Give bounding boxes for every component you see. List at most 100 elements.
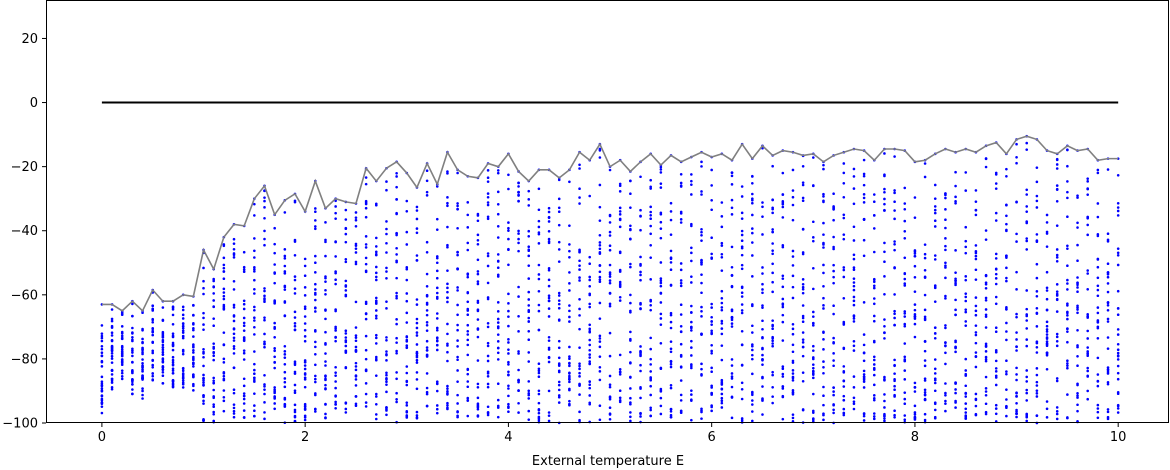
scatter-point bbox=[446, 406, 449, 410]
scatter-point bbox=[1066, 247, 1069, 250]
scatter-point bbox=[232, 256, 236, 259]
scatter-point bbox=[364, 401, 368, 404]
scatter-point bbox=[446, 245, 449, 249]
scatter-point bbox=[456, 286, 459, 289]
scatter-point bbox=[903, 342, 907, 345]
scatter-point bbox=[395, 276, 398, 280]
scatter-point bbox=[507, 324, 510, 328]
scatter-point bbox=[659, 323, 663, 326]
scatter-point bbox=[842, 413, 846, 417]
scatter-point bbox=[374, 413, 378, 416]
scatter-point bbox=[1096, 294, 1100, 298]
scatter-point bbox=[588, 284, 592, 288]
scatter-point bbox=[710, 392, 713, 395]
scatter-point bbox=[202, 350, 205, 354]
scatter-point bbox=[425, 329, 429, 332]
scatter-point bbox=[415, 231, 419, 235]
scatter-point bbox=[618, 400, 622, 404]
scatter-point bbox=[334, 205, 337, 208]
scatter-point bbox=[314, 345, 317, 349]
scatter-point bbox=[212, 285, 215, 289]
scatter-point bbox=[1096, 407, 1100, 410]
scatter-point bbox=[364, 182, 368, 186]
scatter-point bbox=[872, 383, 876, 387]
scatter-point bbox=[608, 248, 612, 252]
scatter-point bbox=[994, 187, 998, 190]
scatter-point bbox=[527, 338, 531, 342]
scatter-point bbox=[1045, 336, 1049, 339]
scatter-point bbox=[812, 363, 815, 366]
scatter-point bbox=[872, 214, 876, 217]
scatter-point bbox=[730, 322, 734, 325]
scatter-point bbox=[984, 296, 988, 300]
scatter-point bbox=[1076, 281, 1079, 285]
scatter-point bbox=[690, 393, 693, 396]
scatter-point bbox=[933, 183, 937, 187]
scatter-point bbox=[1045, 297, 1049, 301]
scatter-point bbox=[557, 223, 561, 227]
scatter-point bbox=[385, 336, 388, 339]
scatter-point bbox=[303, 405, 307, 408]
scatter-point bbox=[425, 309, 429, 312]
scatter-point bbox=[710, 302, 713, 306]
scatter-point bbox=[649, 298, 652, 302]
scatter-point bbox=[598, 337, 602, 340]
scatter-point bbox=[568, 249, 571, 253]
scatter-point bbox=[944, 391, 947, 395]
scatter-point bbox=[466, 396, 470, 400]
scatter-point bbox=[120, 363, 124, 367]
scatter-point bbox=[1076, 259, 1079, 263]
scatter-point bbox=[690, 222, 693, 226]
scatter-point bbox=[1015, 240, 1018, 243]
scatter-point bbox=[832, 336, 835, 340]
scatter-point bbox=[679, 379, 683, 382]
scatter-point bbox=[466, 226, 470, 229]
scatter-point bbox=[212, 395, 215, 398]
scatter-point bbox=[1005, 398, 1008, 401]
scatter-point bbox=[791, 372, 795, 375]
scatter-point bbox=[537, 328, 541, 332]
scatter-point bbox=[283, 272, 287, 275]
scatter-point bbox=[578, 327, 581, 331]
scatter-point bbox=[751, 197, 754, 201]
scatter-point bbox=[781, 394, 785, 398]
scatter-point bbox=[364, 269, 368, 273]
scatter-point bbox=[435, 407, 439, 411]
scatter-point bbox=[832, 403, 835, 406]
scatter-point bbox=[314, 363, 317, 367]
scatter-point bbox=[212, 410, 215, 414]
scatter-point bbox=[334, 380, 337, 383]
scatter-point bbox=[324, 292, 327, 296]
scatter-point bbox=[120, 352, 124, 356]
scatter-point bbox=[1055, 163, 1059, 166]
scatter-point bbox=[679, 393, 683, 397]
scatter-point bbox=[852, 344, 856, 348]
scatter-point bbox=[1035, 166, 1039, 169]
scatter-point bbox=[913, 411, 917, 414]
scatter-point bbox=[903, 315, 907, 318]
scatter-point bbox=[181, 379, 185, 382]
scatter-point bbox=[659, 412, 663, 416]
scatter-point bbox=[639, 262, 642, 266]
scatter-point bbox=[385, 383, 388, 386]
scatter-point bbox=[578, 314, 581, 317]
scatter-point bbox=[1116, 328, 1120, 331]
scatter-point bbox=[933, 408, 937, 412]
scatter-point bbox=[425, 321, 429, 324]
scatter-point bbox=[456, 415, 459, 419]
scatter-point bbox=[476, 258, 480, 262]
scatter-point bbox=[1045, 320, 1049, 324]
scatter-point bbox=[903, 322, 907, 326]
scatter-point bbox=[1045, 213, 1049, 217]
scatter-point bbox=[700, 230, 703, 234]
scatter-point bbox=[222, 331, 226, 334]
scatter-point bbox=[324, 377, 327, 381]
scatter-point bbox=[253, 350, 256, 353]
scatter-point bbox=[527, 304, 531, 307]
scatter-point bbox=[598, 340, 602, 343]
scatter-point bbox=[273, 251, 276, 255]
scatter-point bbox=[944, 344, 947, 347]
scatter-point bbox=[466, 385, 470, 389]
scatter-point bbox=[283, 211, 287, 214]
scatter-point bbox=[273, 300, 276, 304]
